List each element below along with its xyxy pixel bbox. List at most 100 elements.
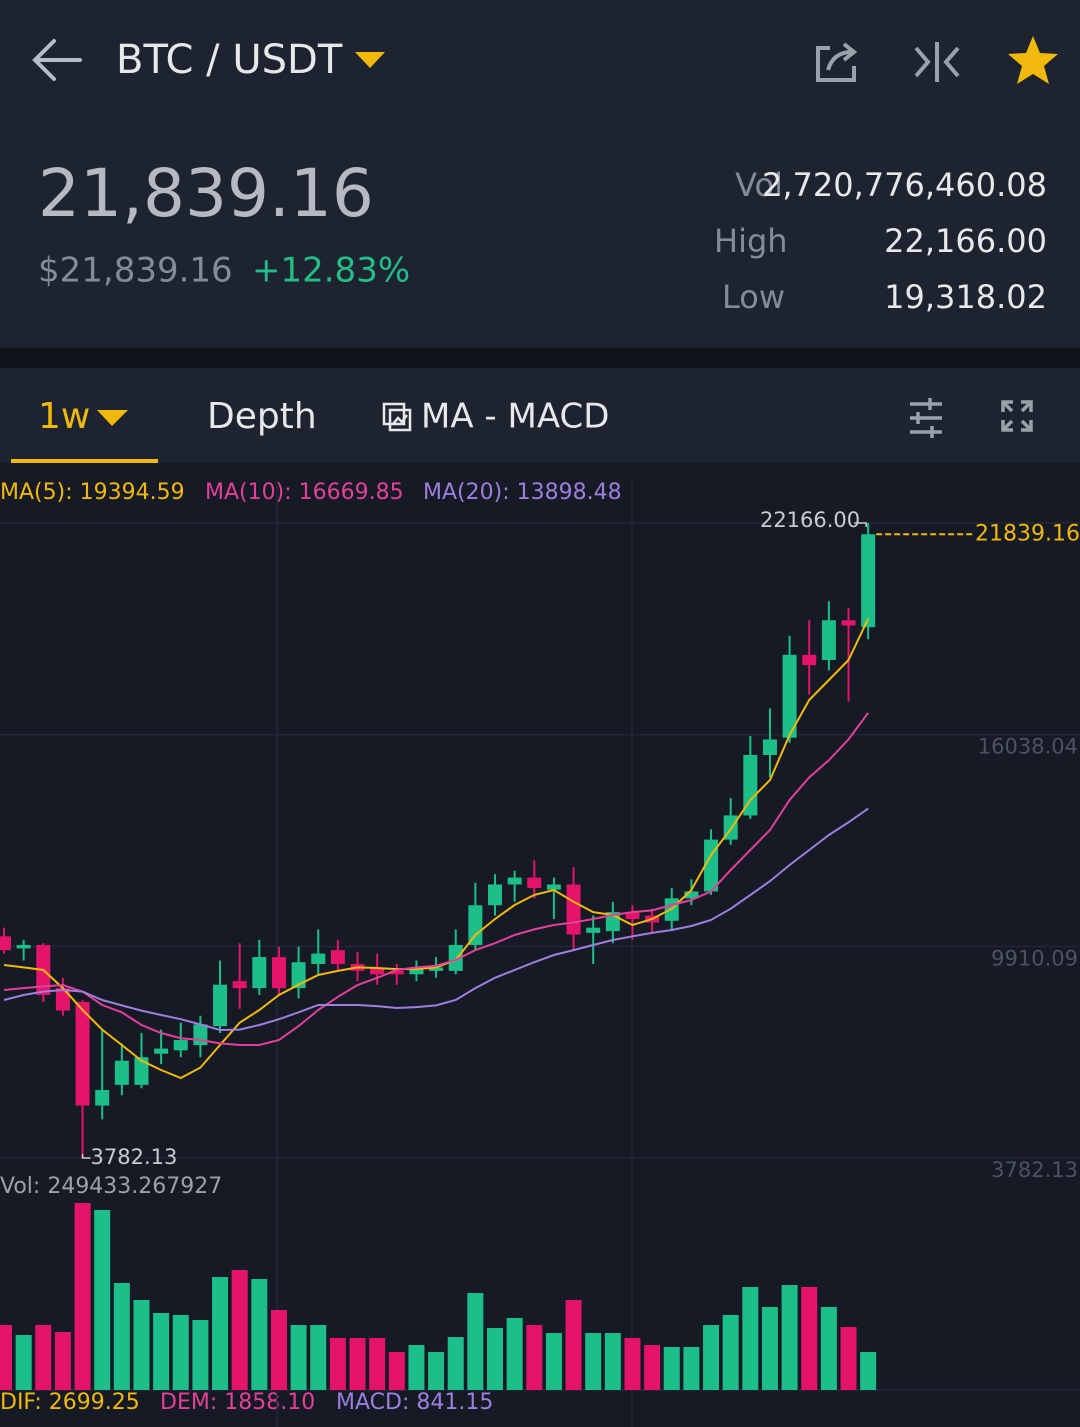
volume-bar [15,1335,32,1390]
compare-button[interactable] [914,42,960,82]
volume-bar [722,1315,739,1390]
volume-bar [447,1337,464,1390]
share-button[interactable] [816,42,858,82]
volume-bar [683,1346,700,1390]
volume-bar [604,1333,621,1390]
candle-body [95,1090,110,1106]
volume-bar [761,1307,778,1390]
pair-title[interactable]: BTC / USDT [116,37,343,83]
header-bg [0,0,1080,348]
volume-bar [545,1333,562,1390]
candle-body [75,1001,90,1106]
candle-body [311,953,326,964]
ma-legend: MA(5): 19394.59 [0,480,185,505]
candle-body [429,967,444,971]
volume-bar [703,1324,720,1390]
candle-body [625,912,640,920]
indicator-tab[interactable]: MA - MACD [421,397,609,437]
volume-bar [54,1332,71,1390]
candle-body [743,754,758,816]
candle-body [193,1024,208,1046]
volume-bar [467,1293,484,1390]
pair-dropdown[interactable] [355,52,385,68]
candle-body [0,936,11,951]
volume-bar [172,1315,189,1390]
volume-bar [310,1324,327,1390]
volume-bar [329,1338,346,1390]
candle-body [271,957,286,989]
candle-body [488,884,502,906]
interval-dropdown[interactable] [97,410,128,426]
candle-body [16,944,31,949]
candle-body [861,534,876,628]
volume-bar [270,1310,287,1390]
volume-bar [801,1287,818,1390]
volume-bar [428,1352,445,1390]
volume-bar [349,1338,366,1390]
volume-bar [212,1277,229,1390]
candle-body [291,962,306,989]
usd-price: $21,839.16 [38,251,233,291]
volume-bar [408,1344,425,1390]
volume-legend: Vol: 249433.267927 [0,1174,222,1199]
volume-bar [840,1327,857,1390]
volume-bar [35,1324,52,1390]
separator [0,348,1080,368]
candle-body [154,1048,169,1054]
volume-bar [506,1318,523,1390]
candle-body [704,839,719,892]
volume-bar [565,1299,582,1390]
active-tab-underline [11,459,158,463]
back-button[interactable] [32,39,82,81]
candle-body [448,944,463,971]
candle-body [370,967,385,975]
high-marker-line [854,522,867,527]
stat-value: 22,166.00 [884,222,1047,260]
candle-body [468,905,483,945]
last-price: 21,839.16 [38,155,374,232]
candle-body [782,654,797,738]
candle-body [821,620,836,660]
candle-body [841,620,856,626]
volume-bar [644,1344,661,1390]
y-tick-label: 3782.13 [991,1158,1078,1182]
stat-value: 19,318.02 [884,278,1047,316]
volume-bar [74,1203,91,1390]
volume-bar [487,1327,503,1390]
settings-button[interactable] [910,398,942,438]
depth-tab[interactable]: Depth [207,396,317,437]
volume-bar [133,1299,150,1390]
ma-line [3,807,869,1032]
high-marker-label: 22166.00 [760,508,860,532]
volume-bar [153,1313,170,1390]
favorite-button[interactable] [1008,36,1058,84]
volume-bar [231,1270,248,1390]
chart-bg [0,463,1080,1427]
volume-bar [860,1352,877,1390]
ma-line [3,618,870,1080]
volume-bar [0,1324,12,1390]
stat-label: Vol [735,166,783,204]
stat-label: High [714,222,788,260]
candle-body [213,984,228,1027]
plot: 16038.04 9910.09 3782.13 22166.00 3782.13 218… [0,508,1080,1390]
stat-label: Low [722,278,785,316]
volume-bar [113,1283,130,1390]
candle-body [546,884,561,890]
ma-legend: MA(10): 16669.85 [205,480,404,505]
interval-tab[interactable]: 1w [38,396,90,437]
candle-body [55,988,70,1011]
fullscreen-button[interactable] [1001,400,1033,432]
volume-bar [526,1324,543,1390]
volume-bar [251,1279,268,1390]
candle-body [114,1060,129,1085]
volume-bar [94,1210,111,1390]
volume-bar [663,1346,680,1390]
candle-body [252,957,267,989]
volume-bar [742,1287,759,1390]
volume-bar [388,1352,405,1390]
ma-legend: MA(20): 13898.48 [423,480,622,505]
y-tick-label: 16038.04 [978,735,1078,759]
